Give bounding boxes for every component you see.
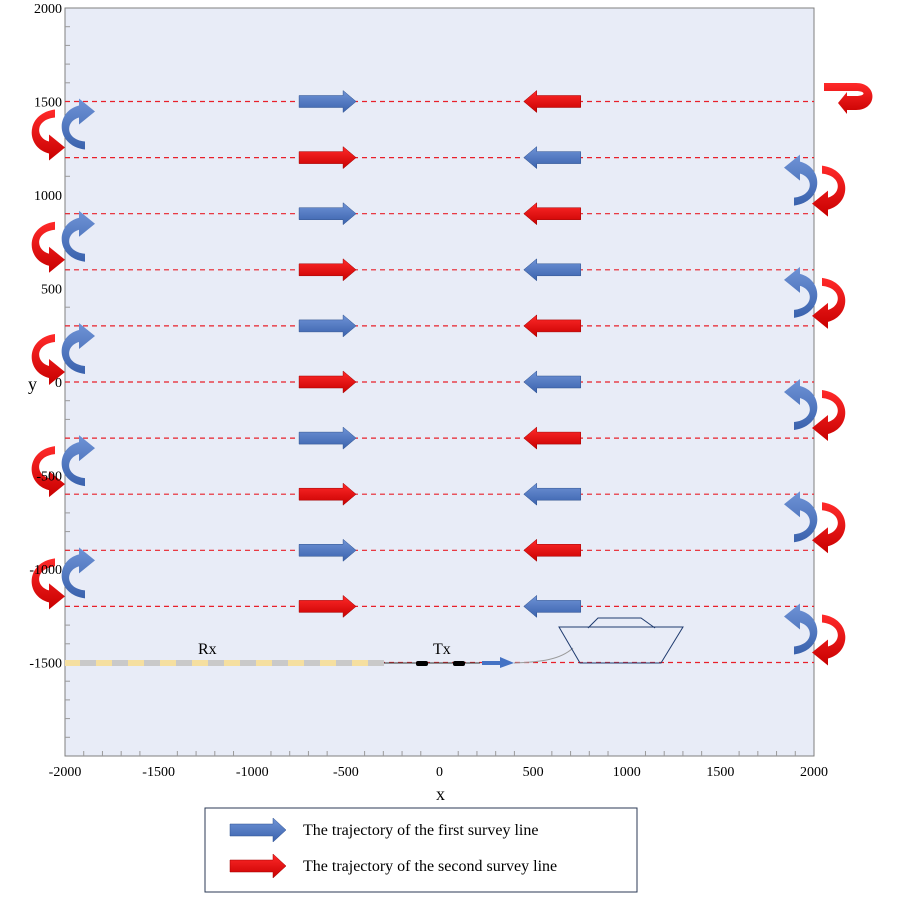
y-tick-label: -500: [36, 470, 62, 485]
start-uturn-icon: [824, 83, 873, 114]
x-tick-label: -1500: [142, 765, 175, 780]
red-uturn-icon: [812, 277, 846, 329]
tx-electrodes: [384, 661, 480, 666]
tow-cable: [513, 647, 574, 664]
legend-item-second: The trajectory of the second survey line: [229, 853, 557, 879]
legend-box: [204, 807, 638, 893]
x-tick-label: 1500: [706, 765, 734, 780]
y-tick-label: -1000: [29, 563, 62, 578]
x-tick-label: -2000: [49, 765, 82, 780]
survey-lines: [65, 100, 814, 664]
y-tick-label: -1500: [29, 657, 62, 672]
boat-icon: [558, 617, 684, 664]
y-tick-label: 0: [55, 376, 62, 391]
y-axis-title: y: [28, 374, 37, 394]
y-tick-label: 2000: [34, 2, 62, 17]
x-axis-title: x: [436, 784, 445, 804]
red-uturn-icon: [812, 165, 846, 217]
x-tick-label: 1000: [613, 765, 641, 780]
legend-item-first: The trajectory of the first survey line: [229, 817, 538, 843]
red-uturn-icon: [812, 390, 846, 442]
legend-label-second: The trajectory of the second survey line: [303, 858, 557, 875]
tx-direction-icon: [482, 657, 514, 668]
legend-label-first: The trajectory of the first survey line: [303, 822, 538, 839]
red-uturn-icon: [812, 614, 846, 666]
tx-label: Tx: [433, 641, 451, 658]
y-axis-tick-labels: 2000 1500 1000 500 0 -500 -1000 -1500: [29, 2, 62, 672]
x-tick-label: -1000: [236, 765, 269, 780]
legend-red-arrow-icon: [229, 853, 287, 879]
x-axis-tick-labels: -2000 -1500 -1000 -500 0 500 1000 1500 2000: [49, 765, 828, 780]
y-tick-label: 500: [41, 283, 62, 298]
y-tick-label: 1000: [34, 189, 62, 204]
x-tick-label: -500: [333, 765, 359, 780]
red-uturn-icon: [812, 502, 846, 554]
x-tick-label: 2000: [800, 765, 828, 780]
red-uturn-icon: [31, 221, 66, 273]
red-uturn-icon: [31, 109, 66, 161]
rx-label: Rx: [198, 641, 217, 658]
y-tick-label: 1500: [34, 96, 62, 111]
x-tick-label: 500: [523, 765, 544, 780]
x-tick-label: 0: [436, 765, 443, 780]
legend-blue-arrow-icon: [229, 817, 287, 843]
